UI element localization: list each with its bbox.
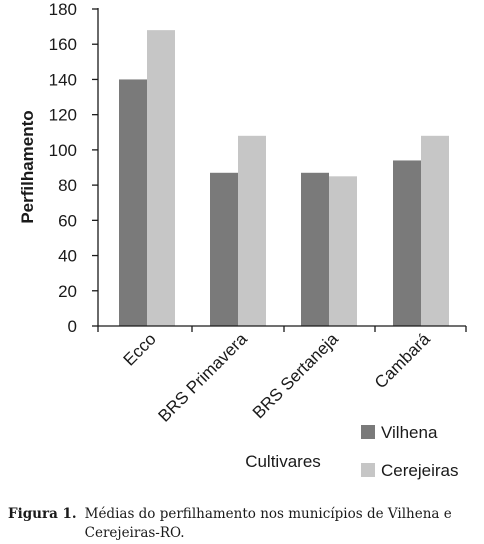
- y-tick-label: 80: [58, 176, 77, 195]
- bar-vilhena-0: [119, 79, 147, 326]
- x-tick-label: Ecco: [120, 329, 160, 369]
- y-axis-title: Perfilhamento: [18, 110, 37, 223]
- bar-vilhena-1: [210, 172, 238, 326]
- legend-swatch-vilhena: [361, 425, 375, 439]
- y-tick-label: 140: [49, 70, 77, 89]
- legend-swatch-cerejeiras: [361, 463, 375, 477]
- y-tick-label: 20: [58, 282, 77, 301]
- y-tick-label: 100: [49, 141, 77, 160]
- y-tick-label: 40: [58, 247, 77, 266]
- bar-vilhena-3: [393, 160, 421, 326]
- y-tick-label: 120: [49, 106, 77, 125]
- bar-cerejeiras-1: [238, 135, 266, 326]
- bars-group: [119, 30, 449, 327]
- y-ticks-group: 0 20 40 60 80 100 120 140 160 180: [49, 0, 98, 336]
- y-tick-label: 0: [68, 317, 77, 336]
- x-tick-label: Cambará: [371, 329, 434, 392]
- legend: Vilhena Cerejeiras: [361, 423, 458, 480]
- x-tick-label: BRS Primavera: [155, 329, 252, 426]
- x-tick-label: BRS Sertaneja: [249, 329, 342, 422]
- bar-cerejeiras-2: [329, 176, 357, 326]
- bar-cerejeiras-0: [147, 30, 175, 327]
- caption-label: Figura 1.: [8, 506, 77, 522]
- legend-label-cerejeiras: Cerejeiras: [381, 461, 458, 480]
- bar-cerejeiras-3: [421, 135, 449, 326]
- y-tick-label: 60: [58, 211, 77, 230]
- x-axis-title: Cultivares: [245, 452, 321, 471]
- caption-text: Médias do perfilhamento nos municípios d…: [84, 506, 452, 541]
- bar-vilhena-2: [301, 172, 329, 326]
- legend-label-vilhena: Vilhena: [381, 423, 438, 442]
- y-tick-label: 160: [49, 35, 77, 54]
- y-tick-label: 180: [49, 0, 77, 19]
- figure-caption: Figura 1. Médias do perfilhamento nos mun…: [8, 505, 480, 543]
